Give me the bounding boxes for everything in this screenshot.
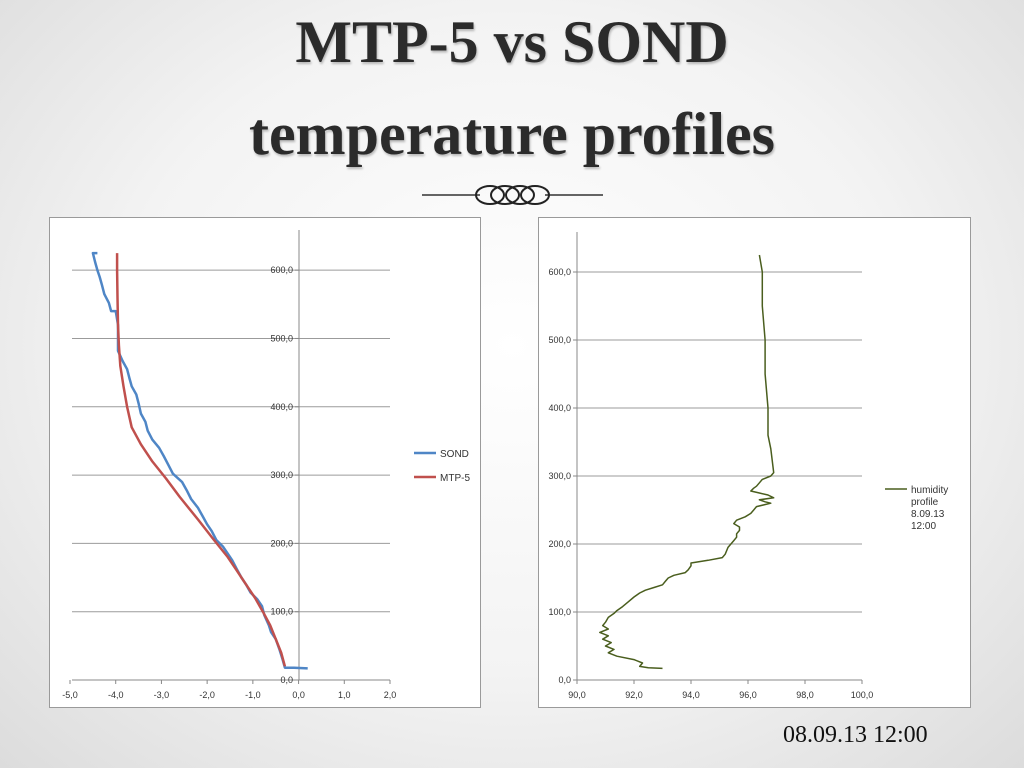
y-tick-label: 200,0 <box>270 538 293 548</box>
x-tick-label: -5,0 <box>62 690 78 700</box>
x-tick-label: 96,0 <box>739 690 757 700</box>
legend-label: SOND <box>440 449 469 460</box>
y-tick-label: 400,0 <box>548 403 571 413</box>
x-tick-label: 0,0 <box>292 690 305 700</box>
y-tick-label: 500,0 <box>270 333 293 343</box>
y-tick-label: 0,0 <box>558 675 571 685</box>
series-line-0 <box>599 254 775 670</box>
x-tick-label: 100,0 <box>851 690 874 700</box>
x-tick-label: 1,0 <box>338 690 351 700</box>
y-tick-label: 100,0 <box>548 607 571 617</box>
y-tick-label: 0,0 <box>280 675 293 685</box>
y-tick-label: 300,0 <box>548 471 571 481</box>
legend-label: profile <box>911 497 939 508</box>
temperature-profile-chart: -5,0 -4,0 -3,0 -2,0 -1,0 0,0 1,0 2,0 0,0 100,0 200… <box>62 230 470 700</box>
x-tick-label: 94,0 <box>682 690 700 700</box>
slide-title-line1: MTP-5 vs SOND <box>295 9 729 75</box>
y-tick-label: 200,0 <box>548 539 571 549</box>
humidity-chart-panel: 90,0 92,0 94,0 96,0 98,0 100,0 0,0 100,0 200,0 30… <box>538 217 971 708</box>
x-tick-label: 2,0 <box>384 690 397 700</box>
y-tick-label: 500,0 <box>548 335 571 345</box>
legend-label: 8.09.13 <box>911 509 945 520</box>
x-tick-label: -4,0 <box>108 690 124 700</box>
legend-label: 12:00 <box>911 521 936 532</box>
y-tick-label: 400,0 <box>270 402 293 412</box>
y-tick-label: 600,0 <box>270 265 293 275</box>
y-tick-label: 600,0 <box>548 267 571 277</box>
humidity-profile-chart: 90,0 92,0 94,0 96,0 98,0 100,0 0,0 100,0 200,0 30… <box>548 232 948 700</box>
slide-title-line2: temperature profiles <box>249 101 775 167</box>
x-tick-label: 90,0 <box>568 690 586 700</box>
footer-date: 08.09.13 12:00 <box>783 722 928 748</box>
temperature-chart-panel: -5,0 -4,0 -3,0 -2,0 -1,0 0,0 1,0 2,0 0,0 100,0 200… <box>49 217 481 708</box>
x-tick-label: -3,0 <box>154 690 170 700</box>
x-tick-label: -1,0 <box>245 690 261 700</box>
y-tick-label: 100,0 <box>270 607 293 617</box>
legend-label: humidity <box>911 485 948 496</box>
series-line-1 <box>115 253 287 667</box>
x-tick-label: 92,0 <box>625 690 643 700</box>
x-tick-label: -2,0 <box>199 690 215 700</box>
ornament-divider-icon <box>422 185 603 205</box>
x-tick-label: 98,0 <box>796 690 814 700</box>
legend-label: MTP-5 <box>440 473 470 484</box>
y-tick-label: 300,0 <box>270 470 293 480</box>
